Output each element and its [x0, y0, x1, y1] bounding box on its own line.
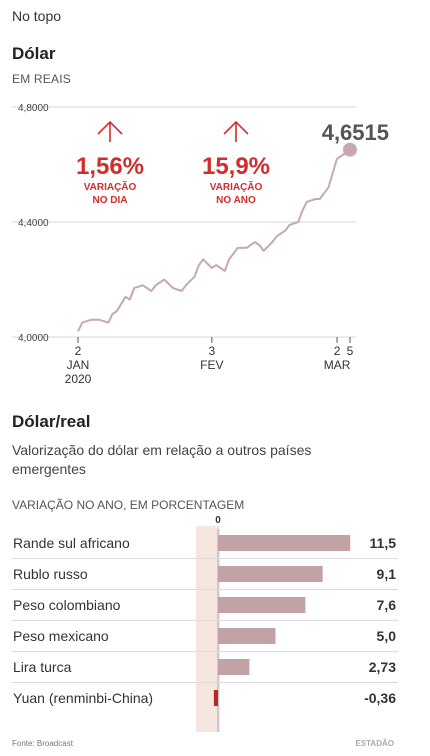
last-value-point — [343, 142, 357, 157]
line-chart-title: Dólar — [12, 44, 56, 63]
value-label: 7,6 — [377, 597, 397, 613]
x-tick-month: FEV — [200, 358, 223, 372]
annotation-value: 15,9% — [202, 153, 270, 180]
bar-chart-subtitle: Valorização do dólar em relação a outros… — [12, 442, 312, 477]
line-chart-unit-label: EM REAIS — [12, 72, 71, 86]
x-tick-label: 3 — [208, 344, 215, 358]
dollar-series-line — [77, 148, 351, 332]
category-label: Yuan (renminbi-China) — [13, 690, 153, 706]
y-tick-label: 4,4000 — [18, 218, 49, 229]
zero-label: 0 — [215, 515, 221, 526]
bar-chart: 0 Rande sul africano 11,5 Rublo russo 9,1 Pes… — [12, 515, 398, 732]
bar-chart-title: Dólar/real — [12, 412, 91, 431]
value-label: 9,1 — [377, 566, 397, 582]
bar — [218, 597, 306, 613]
y-tick-label: 4,8000 — [18, 103, 49, 114]
last-value-label: 4,6515 — [322, 120, 389, 145]
bar — [218, 659, 250, 675]
kicker-label: No topo — [12, 8, 62, 24]
bar — [213, 690, 218, 706]
value-label: 11,5 — [370, 535, 397, 551]
category-label: Lira turca — [13, 659, 72, 675]
y-tick-label: 4,0000 — [18, 333, 49, 344]
x-tick-year: 2020 — [65, 372, 92, 386]
up-arrow-icon — [97, 120, 123, 135]
bar — [218, 535, 351, 551]
value-label: -0,36 — [364, 690, 396, 706]
x-tick-label: 2 — [334, 344, 341, 358]
category-label: Peso mexicano — [13, 628, 109, 644]
bar — [218, 628, 276, 644]
line-chart: 4,00004,40004,80002JAN20203FEV2MAR54,651… — [12, 103, 389, 386]
bar-chart-unit-label: VARIAÇÃO NO ANO, EM PORCENTAGEM — [12, 498, 245, 512]
x-tick-label: 5 — [347, 344, 354, 358]
bar — [218, 566, 323, 582]
x-tick-month: MAR — [324, 358, 351, 372]
category-label: Rande sul africano — [13, 535, 130, 551]
annotation-caption: NO DIA — [93, 195, 128, 206]
brand-logo: ESTADÃO — [355, 739, 394, 748]
value-label: 5,0 — [377, 628, 397, 644]
annotation-caption: VARIAÇÃO — [84, 180, 137, 193]
annotation-caption: NO ANO — [216, 195, 256, 206]
category-label: Peso colombiano — [13, 597, 121, 613]
category-label: Rublo russo — [13, 566, 88, 582]
up-arrow-icon — [223, 120, 249, 135]
x-tick-month: JAN — [67, 358, 90, 372]
value-label: 2,73 — [369, 659, 396, 675]
annotation-caption: VARIAÇÃO — [210, 180, 263, 193]
source-note: Fonte: Broadcast — [12, 739, 73, 748]
x-tick-label: 2 — [75, 344, 82, 358]
annotation-value: 1,56% — [76, 153, 144, 180]
